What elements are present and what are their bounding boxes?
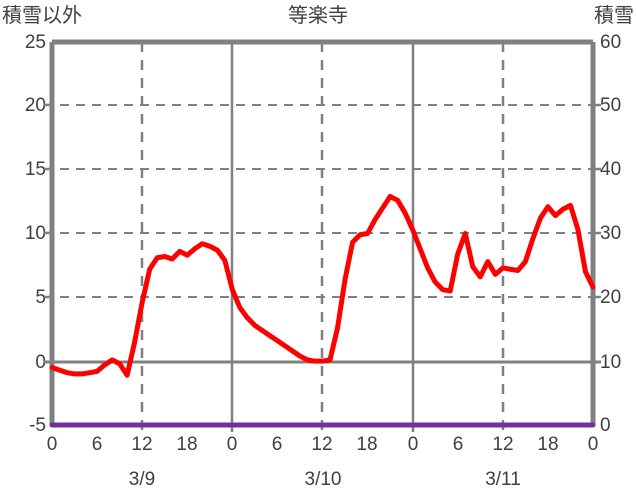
left-axis-title: 積雪以外: [2, 5, 82, 27]
page-title: 等楽寺: [288, 5, 348, 27]
x-tick-9: 6: [452, 434, 464, 455]
right-tick-30: 30: [600, 223, 622, 244]
left-tick-0: 0: [35, 352, 46, 373]
x-tick-8: 0: [407, 434, 419, 455]
series-line-other: [49, 193, 596, 378]
x-tick-4: 0: [226, 434, 238, 455]
right-tick-60: 60: [600, 32, 622, 53]
x-tick-2: 12: [131, 434, 153, 455]
x-tick-5: 6: [271, 434, 283, 455]
left-tick-minus5: -5: [29, 415, 46, 436]
right-axis-title: 積雪: [594, 5, 634, 27]
x-tick-12: 0: [587, 434, 599, 455]
day-label-0: 3/9: [128, 469, 156, 490]
noon-gridlines: [140, 42, 505, 432]
left-tick-15: 15: [24, 159, 46, 180]
right-tick-20: 20: [600, 287, 622, 308]
left-tick-10: 10: [24, 223, 46, 244]
right-tick-50: 50: [600, 95, 622, 116]
axis-ticks: [44, 103, 601, 299]
left-tick-25: 25: [24, 32, 46, 53]
x-tick-0: 0: [46, 434, 58, 455]
right-tick-0: 0: [600, 415, 611, 436]
x-tick-10: 12: [492, 434, 514, 455]
right-tick-40: 40: [600, 159, 622, 180]
left-tick-20: 20: [24, 95, 46, 116]
day-label-1: 3/10: [304, 469, 342, 490]
day-label-2: 3/11: [485, 469, 521, 490]
x-tick-1: 6: [91, 434, 103, 455]
right-tick-10: 10: [600, 352, 622, 373]
x-tick-3: 18: [176, 434, 198, 455]
x-tick-11: 18: [537, 434, 559, 455]
x-tick-6: 12: [311, 434, 333, 455]
x-tick-7: 18: [356, 434, 378, 455]
left-tick-5: 5: [35, 287, 46, 308]
